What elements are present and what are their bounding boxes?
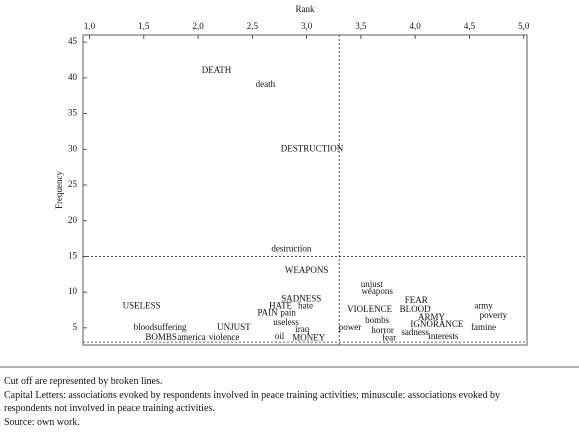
- x-tick-label: 4,0: [410, 21, 422, 31]
- word-point: unjust: [361, 279, 384, 289]
- y-tick-label: 5: [73, 322, 78, 332]
- word-point: IGNORANCE: [410, 319, 464, 329]
- y-axis-title: Frequency: [54, 171, 64, 209]
- word-point: MONEY: [292, 333, 325, 343]
- note: Cut off are represented by broken lines.: [4, 376, 162, 387]
- word-point: hate: [298, 300, 313, 310]
- note: respondents not involved in peace traini…: [4, 403, 215, 414]
- y-tick-label: 20: [68, 215, 78, 225]
- word-point: oil: [275, 331, 285, 341]
- word-point: FEAR: [405, 295, 428, 305]
- word-point: iraq: [295, 324, 309, 334]
- x-tick-label: 2,0: [192, 21, 204, 31]
- word-point: BLOOD: [400, 304, 431, 314]
- word-point: destruction: [271, 243, 311, 253]
- y-tick-label: 25: [68, 179, 78, 189]
- note: Capital Letters: associations evoked by …: [4, 390, 500, 401]
- x-tick-label: 2,5: [247, 21, 259, 31]
- y-tick-label: 10: [68, 286, 78, 296]
- y-tick-label: 40: [68, 72, 78, 82]
- word-point: pain: [280, 308, 296, 318]
- word-point: USELESS: [123, 300, 161, 310]
- word-point: interests: [428, 331, 458, 341]
- word-point: bombs: [365, 315, 390, 325]
- x-tick-label: 1,0: [84, 21, 96, 31]
- word-point: ARMY: [418, 312, 446, 322]
- word-point: VIOLENCE: [347, 304, 392, 314]
- word-point: DESTRUCTION: [281, 143, 344, 153]
- word-point: BOMBS: [145, 332, 177, 342]
- word-point: weapons: [361, 286, 393, 296]
- word-point: HATE: [269, 300, 292, 310]
- word-point: power: [339, 322, 362, 332]
- word-point: america: [177, 332, 205, 342]
- word-point: sadness: [401, 327, 429, 337]
- word-point: UNJUST: [217, 322, 251, 332]
- x-tick-label: 4,5: [464, 21, 476, 31]
- word-point: PAIN: [257, 308, 278, 318]
- word-point: DEATH: [202, 65, 232, 75]
- word-point: death: [256, 79, 276, 89]
- plot-frame: [82, 34, 528, 346]
- y-tick-label: 45: [68, 36, 78, 46]
- word-point: WEAPONS: [285, 265, 329, 275]
- x-tick-label: 1,5: [138, 21, 150, 31]
- word-point: useless: [273, 317, 299, 327]
- note: Source: own work.: [4, 417, 80, 428]
- x-axis-title: Rank: [296, 4, 315, 14]
- word-point: violence: [209, 332, 240, 342]
- word-point: SADNESS: [281, 293, 321, 303]
- x-tick-label: 3,0: [301, 21, 313, 31]
- word-point: army: [474, 300, 493, 310]
- word-point: poverty: [480, 310, 508, 320]
- word-point: horror: [371, 325, 394, 335]
- y-tick-label: 35: [68, 108, 78, 118]
- word-point: bloodsuffering: [134, 322, 187, 332]
- x-tick-label: 5,0: [518, 21, 530, 31]
- word-point: famine: [471, 322, 496, 332]
- x-tick-label: 3,5: [355, 21, 367, 31]
- y-tick-label: 30: [68, 143, 78, 153]
- word-point: fear: [382, 333, 396, 343]
- y-tick-label: 15: [68, 250, 78, 260]
